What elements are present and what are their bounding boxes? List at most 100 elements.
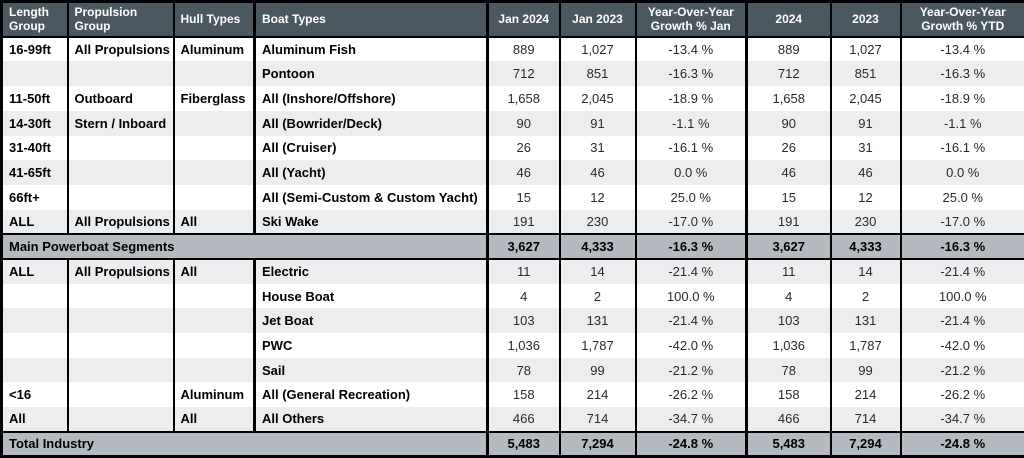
value-cell: 1,036 <box>747 333 831 358</box>
category-cell: All (Semi-Custom & Custom Yacht) <box>255 185 488 210</box>
category-cell <box>174 111 255 136</box>
value-cell: 158 <box>747 382 831 407</box>
value-cell: 889 <box>747 37 831 62</box>
value-cell: -16.3 % <box>901 61 1024 86</box>
category-cell: All <box>174 210 255 235</box>
value-cell: 2,045 <box>560 86 636 111</box>
value-cell: 2 <box>831 284 901 309</box>
category-cell: Aluminum Fish <box>255 37 488 62</box>
value-cell: 889 <box>488 37 560 62</box>
value-cell: 100.0 % <box>636 284 747 309</box>
value-cell: -1.1 % <box>636 111 747 136</box>
category-cell: All (Cruiser) <box>255 136 488 161</box>
header-length-group: Length Group <box>2 2 68 37</box>
summary-value: 4,333 <box>560 234 636 259</box>
category-cell <box>68 333 174 358</box>
summary-value: 4,333 <box>831 234 901 259</box>
value-cell: 4 <box>747 284 831 309</box>
value-cell: 25.0 % <box>636 185 747 210</box>
category-cell: Outboard <box>68 86 174 111</box>
category-cell: All (Yacht) <box>255 160 488 185</box>
category-cell <box>174 136 255 161</box>
value-cell: -13.4 % <box>636 37 747 62</box>
summary-value: 3,627 <box>747 234 831 259</box>
value-cell: 712 <box>747 61 831 86</box>
category-cell: All (Inshore/Offshore) <box>255 86 488 111</box>
header-2024: 2024 <box>747 2 831 37</box>
value-cell: 46 <box>747 160 831 185</box>
value-cell: 191 <box>488 210 560 235</box>
value-cell: -21.2 % <box>636 358 747 383</box>
value-cell: 1,027 <box>831 37 901 62</box>
value-cell: 46 <box>560 160 636 185</box>
value-cell: 90 <box>747 111 831 136</box>
value-cell: 191 <box>747 210 831 235</box>
category-cell: 66ft+ <box>2 185 68 210</box>
category-cell: All Propulsions <box>68 37 174 62</box>
category-cell: <16 <box>2 382 68 407</box>
value-cell: 78 <box>747 358 831 383</box>
category-cell <box>174 358 255 383</box>
value-cell: 131 <box>560 308 636 333</box>
value-cell: 466 <box>488 407 560 432</box>
value-cell: 11 <box>747 259 831 284</box>
value-cell: -16.3 % <box>636 61 747 86</box>
category-cell <box>68 136 174 161</box>
value-cell: -21.4 % <box>636 259 747 284</box>
summary-value: -16.3 % <box>901 234 1024 259</box>
category-cell: Pontoon <box>255 61 488 86</box>
category-cell: All Propulsions <box>68 210 174 235</box>
category-cell: All <box>174 407 255 432</box>
value-cell: -21.4 % <box>901 259 1024 284</box>
category-cell: ALL <box>2 259 68 284</box>
category-cell <box>68 407 174 432</box>
value-cell: 31 <box>560 136 636 161</box>
value-cell: -21.4 % <box>901 308 1024 333</box>
value-cell: 714 <box>831 407 901 432</box>
category-cell: ALL <box>2 210 68 235</box>
value-cell: 2 <box>560 284 636 309</box>
category-cell: Ski Wake <box>255 210 488 235</box>
value-cell: -42.0 % <box>636 333 747 358</box>
value-cell: 99 <box>560 358 636 383</box>
value-cell: -16.1 % <box>636 136 747 161</box>
category-cell <box>2 333 68 358</box>
value-cell: 12 <box>560 185 636 210</box>
value-cell: 46 <box>831 160 901 185</box>
value-cell: 11 <box>488 259 560 284</box>
value-cell: 99 <box>831 358 901 383</box>
value-cell: 0.0 % <box>636 160 747 185</box>
header-hull-types: Hull Types <box>174 2 255 37</box>
header-yoy-growth-ytd: Year-Over-Year Growth % YTD <box>901 2 1024 37</box>
category-cell <box>2 61 68 86</box>
value-cell: -16.1 % <box>901 136 1024 161</box>
value-cell: 78 <box>488 358 560 383</box>
category-cell <box>174 308 255 333</box>
category-cell: 14-30ft <box>2 111 68 136</box>
value-cell: 4 <box>488 284 560 309</box>
value-cell: 103 <box>747 308 831 333</box>
category-cell <box>174 61 255 86</box>
value-cell: 1,027 <box>560 37 636 62</box>
category-cell: 16-99ft <box>2 37 68 62</box>
summary-value: 3,627 <box>488 234 560 259</box>
value-cell: 230 <box>831 210 901 235</box>
value-cell: -1.1 % <box>901 111 1024 136</box>
value-cell: 1,036 <box>488 333 560 358</box>
header-row: Length Group Propulsion Group Hull Types… <box>2 2 1024 37</box>
header-propulsion-group: Propulsion Group <box>68 2 174 37</box>
value-cell: 103 <box>488 308 560 333</box>
value-cell: 466 <box>747 407 831 432</box>
value-cell: 1,787 <box>831 333 901 358</box>
category-cell: PWC <box>255 333 488 358</box>
